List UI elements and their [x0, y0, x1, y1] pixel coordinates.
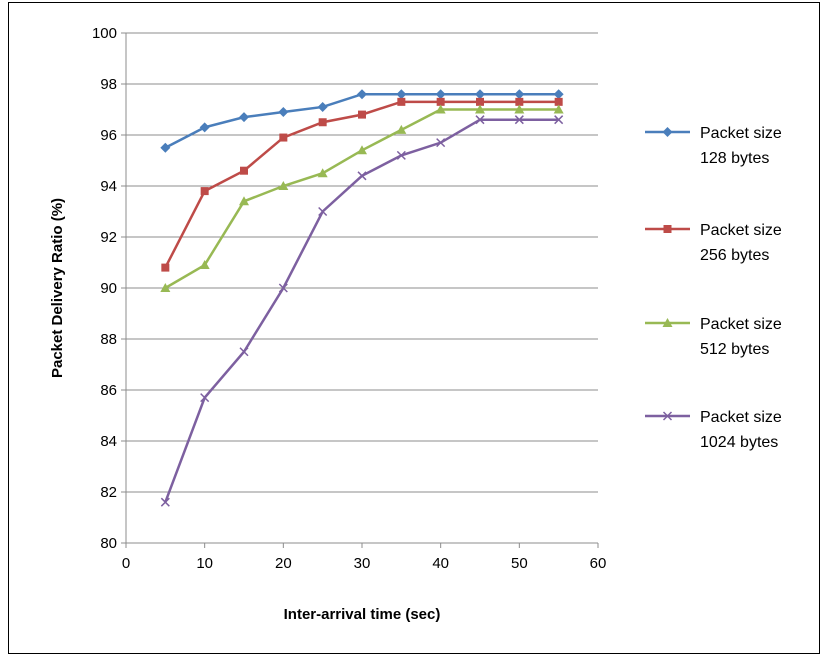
series-2-point [515, 97, 524, 106]
series-1-point [396, 89, 407, 100]
series-3-point [317, 168, 328, 178]
y-tick-label: 86 [100, 382, 117, 399]
y-tick-label: 100 [92, 25, 117, 42]
series-4-point [436, 138, 446, 148]
legend-label-line2: 1024 bytes [700, 434, 778, 451]
y-tick-label: 88 [100, 331, 117, 348]
legend-label-line2: 128 bytes [700, 150, 769, 167]
series-4-point [357, 171, 367, 181]
y-tick-label: 84 [100, 433, 117, 450]
series-3-point [239, 196, 249, 206]
series-4-point [200, 393, 210, 403]
series-4-point [278, 283, 288, 293]
legend-label-line2: 512 bytes [700, 341, 769, 358]
chart-frame [8, 2, 820, 654]
x-tick-label: 50 [511, 555, 528, 572]
series-4-point [160, 497, 170, 507]
x-tick-label: 20 [275, 555, 292, 572]
series-2-point [200, 187, 209, 196]
series-1-point [357, 89, 367, 100]
series-1-point [278, 107, 289, 118]
series-2-point [436, 97, 445, 106]
series-2-point [318, 118, 327, 127]
series-2-point [476, 97, 484, 106]
series-1-point [239, 112, 249, 123]
series-3-point [435, 104, 446, 114]
x-tick-label: 0 [122, 555, 130, 572]
legend-label-line1: Packet size [700, 316, 782, 333]
y-tick-label: 96 [100, 127, 117, 144]
series-1-point [475, 89, 485, 100]
series-1-point [435, 89, 446, 100]
legend-swatch-marker [662, 127, 673, 137]
series-1-point [160, 142, 171, 153]
series-3-point [396, 124, 407, 134]
y-tick-label: 90 [100, 280, 117, 297]
series-line-3 [164, 108, 559, 290]
legend-swatch-marker [662, 411, 673, 421]
series-4-point [396, 150, 406, 160]
series-3-point [278, 181, 289, 190]
series-2-point [554, 97, 563, 106]
x-tick-label: 60 [590, 555, 607, 572]
series-2-point [358, 110, 366, 119]
legend-swatch-marker [663, 225, 672, 233]
series-4-point [475, 115, 485, 125]
series-2-point [279, 133, 288, 142]
series-1-point [317, 101, 328, 112]
series-3-point [553, 104, 564, 114]
x-tick-label: 40 [432, 555, 449, 572]
x-axis-title: Inter-arrival time (sec) [284, 606, 441, 623]
series-3-point [357, 145, 367, 155]
series-1-point [514, 89, 525, 100]
series-3-point [199, 260, 210, 270]
series-4-point [318, 206, 328, 217]
series-2-point [397, 97, 406, 106]
legend-swatch-marker [662, 318, 673, 327]
x-tick-label: 10 [196, 555, 213, 572]
legend-label-line1: Packet size [700, 409, 782, 426]
legend-label-line1: Packet size [700, 222, 782, 239]
series-line-4 [164, 118, 559, 503]
y-tick-label: 94 [100, 178, 117, 195]
y-tick-label: 98 [100, 76, 117, 93]
series-2-point [240, 166, 248, 175]
series-4-point [554, 115, 564, 125]
legend-label-line1: Packet size [700, 125, 782, 142]
series-1-point [553, 89, 564, 100]
series-3-point [475, 104, 485, 114]
y-tick-label: 80 [100, 535, 117, 552]
series-2-point [161, 263, 170, 272]
series-3-point [514, 104, 525, 114]
y-axis-title: Packet Delivery Ratio (%) [49, 198, 66, 378]
x-tick-label: 30 [354, 555, 371, 572]
y-tick-label: 82 [100, 484, 117, 501]
series-1-point [199, 122, 210, 133]
series-4-point [239, 347, 249, 357]
legend-label-line2: 256 bytes [700, 247, 769, 264]
y-tick-label: 92 [100, 229, 117, 246]
series-4-point [514, 115, 524, 125]
series-3-point [160, 283, 171, 292]
series-line-2 [164, 100, 559, 269]
